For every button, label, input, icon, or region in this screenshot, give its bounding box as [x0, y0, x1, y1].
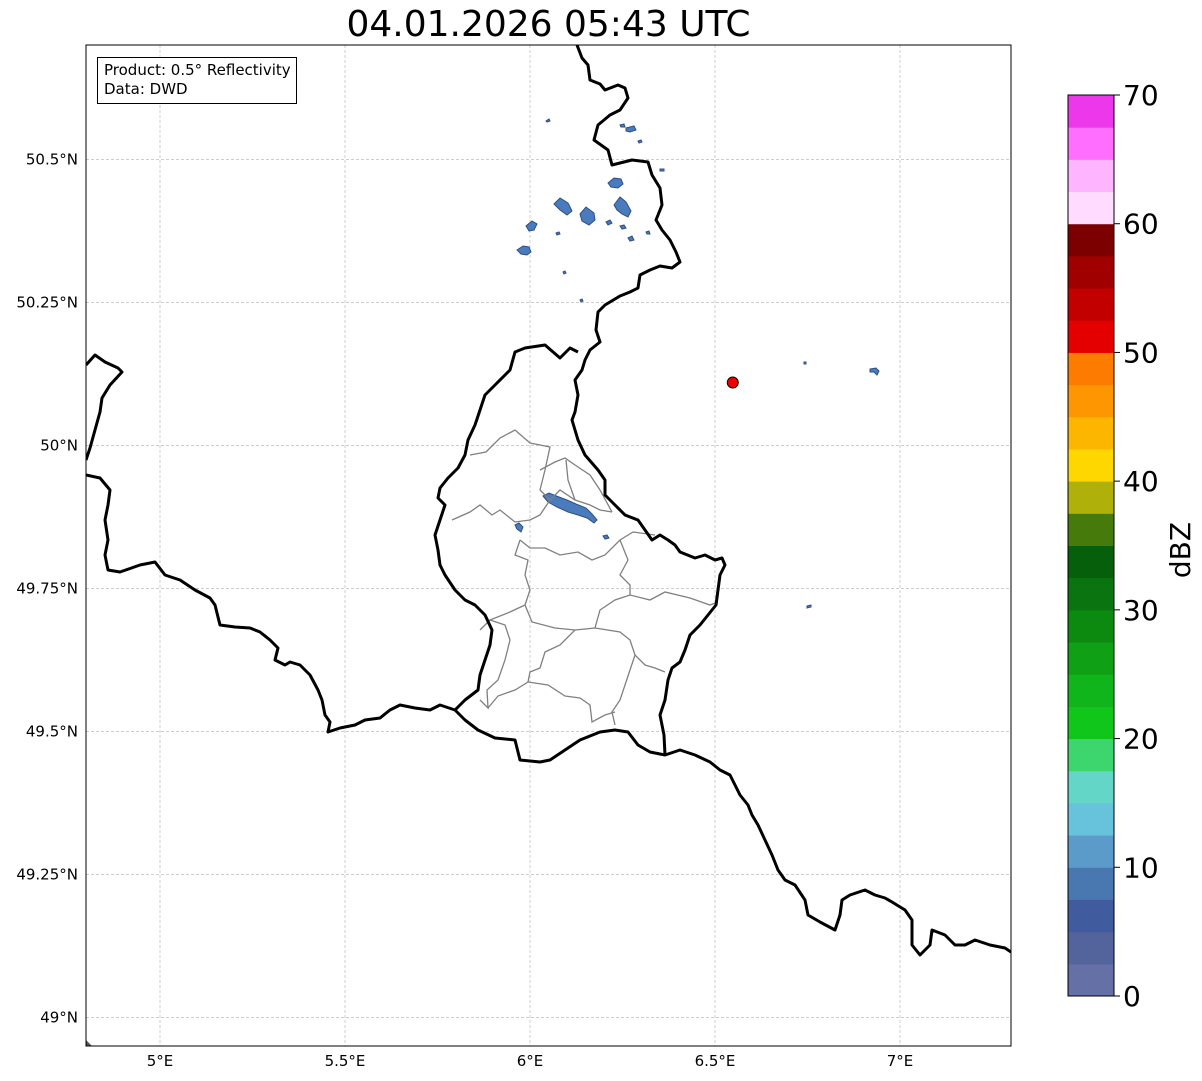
gridlines	[86, 45, 1011, 1046]
echo-cell	[602, 534, 610, 540]
echo-cell	[806, 604, 812, 609]
echo-cell	[545, 118, 551, 123]
colorbar-frame	[1067, 94, 1115, 997]
colorbar-segment	[1068, 674, 1114, 707]
colorbar-segment	[1068, 95, 1114, 128]
reflectivity-echoes	[514, 118, 880, 609]
echo-cell	[613, 196, 632, 218]
colorbar-segment	[1068, 738, 1114, 772]
echo-cell	[659, 168, 665, 172]
colorbar-segment	[1068, 577, 1114, 611]
canton-boundaries	[451, 429, 719, 726]
colorbar-segment	[1068, 867, 1114, 900]
echo-cell	[514, 522, 524, 533]
echo-cell	[627, 235, 635, 242]
colorbar-segment	[1068, 448, 1114, 482]
echo-cell	[619, 224, 627, 230]
colorbar-tick-label: 0	[1123, 980, 1141, 1013]
echo-cell	[619, 123, 626, 128]
colorbar-segment	[1068, 255, 1114, 289]
country-borders	[86, 45, 1011, 957]
echo-cell	[605, 219, 613, 226]
longitude-tick-label: 5.5°E	[325, 1052, 366, 1070]
latitude-tick-label: 49.25°N	[16, 865, 78, 883]
product-line: Product: 0.5° Reflectivity	[104, 61, 291, 79]
latitude-tick-label: 49.5°N	[26, 722, 78, 740]
plot-frame	[85, 44, 1012, 1047]
echo-cell	[645, 230, 651, 235]
colorbar-tick-label: 10	[1123, 851, 1159, 884]
echo-cell	[625, 125, 637, 133]
corner-land-glyph	[86, 1040, 92, 1046]
border-lu-be	[433, 343, 1011, 957]
colorbar-segment	[1068, 416, 1114, 450]
echo-cell	[803, 361, 807, 365]
latitude-tick-label: 50°N	[40, 436, 78, 454]
echo-cell	[579, 206, 596, 226]
colorbar-segment	[1068, 609, 1114, 643]
colorbar-segment	[1068, 223, 1114, 257]
colorbar-tick-label: 60	[1123, 208, 1159, 241]
colorbar-segment	[1068, 899, 1114, 933]
latitude-ticks: 50.5°N 50.25°N 50°N 49.75°N 49.5°N 49.25°N 49°…	[16, 150, 78, 1026]
plot-background	[86, 45, 1011, 1046]
echo-cell	[542, 492, 598, 524]
colorbar-segment	[1068, 706, 1114, 740]
latitude-tick-label: 50.25°N	[16, 293, 78, 311]
colorbar-tick-label: 40	[1123, 465, 1159, 498]
colorbar-tick-label: 70	[1123, 79, 1159, 112]
colorbar-segment	[1068, 384, 1114, 418]
echo-cell	[553, 197, 573, 216]
echo-cell	[516, 245, 532, 256]
echo-cell	[562, 270, 567, 275]
border-fr-west	[86, 353, 124, 461]
colorbar-segment	[1068, 545, 1114, 579]
echo-cell	[637, 139, 643, 144]
data-source-line: Data: DWD	[104, 80, 188, 98]
border-fr-be	[86, 473, 456, 734]
colorbar-segment	[1068, 288, 1114, 321]
colorbar-tick-label: 30	[1123, 594, 1159, 627]
colorbar-segment	[1068, 127, 1114, 160]
latitude-tick-label: 49°N	[40, 1008, 78, 1026]
colorbar-label: dBZ	[1164, 522, 1197, 578]
longitude-tick-label: 6.5°E	[695, 1052, 736, 1070]
colorbar: 0 10 20 30 40 50 60 70	[1067, 79, 1159, 1013]
colorbar-segment	[1068, 802, 1114, 836]
echo-cell	[869, 367, 880, 376]
colorbar-segment	[1068, 642, 1114, 675]
colorbar-segment	[1068, 963, 1114, 997]
colorbar-segment	[1068, 513, 1114, 546]
colorbar-segment	[1068, 352, 1114, 386]
longitude-tick-label: 5°E	[147, 1052, 174, 1070]
product-info-box: Product: 0.5° Reflectivity Data: DWD	[97, 57, 297, 104]
colorbar-tick-label: 20	[1123, 723, 1159, 756]
echo-cell	[555, 231, 561, 236]
colorbar-segment	[1068, 931, 1114, 965]
border-de-be-north	[570, 45, 727, 756]
latitude-tick-label: 50.5°N	[26, 150, 78, 168]
longitude-tick-label: 6°E	[517, 1052, 544, 1070]
longitude-ticks: 5°E 5.5°E 6°E 6.5°E 7°E	[147, 1052, 914, 1070]
colorbar-segment	[1068, 159, 1114, 193]
map-title: 04.01.2026 05:43 UTC	[346, 4, 751, 45]
colorbar-segment	[1068, 481, 1114, 514]
echo-cell	[607, 177, 624, 189]
colorbar-tick-label: 50	[1123, 336, 1159, 369]
latitude-tick-label: 49.75°N	[16, 579, 78, 597]
colorbar-segment	[1068, 770, 1114, 804]
echo-cell	[525, 220, 538, 232]
colorbar-segment	[1068, 320, 1114, 353]
echo-cell	[579, 298, 584, 303]
longitude-tick-label: 7°E	[887, 1052, 914, 1070]
colorbar-segment	[1068, 191, 1114, 225]
radar-site-marker[interactable]	[726, 376, 739, 389]
colorbar-segment	[1068, 835, 1114, 868]
